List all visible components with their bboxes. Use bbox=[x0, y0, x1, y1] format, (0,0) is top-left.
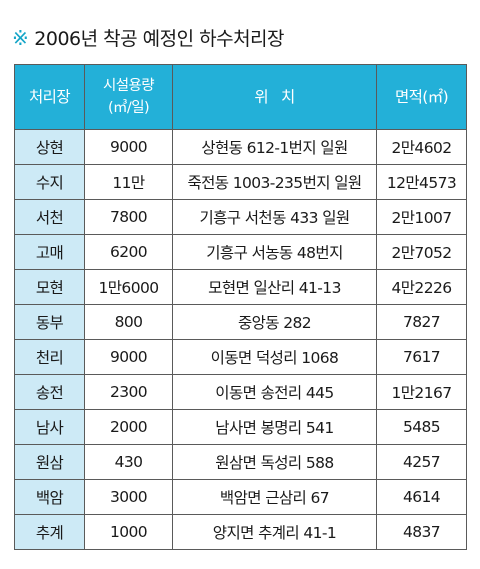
table-row: 고매 6200 기흥구 서농동 48번지 2만7052 bbox=[14, 234, 467, 270]
cell-name: 서천 bbox=[14, 199, 85, 235]
cell-capacity: 800 bbox=[84, 304, 173, 340]
cell-location: 모현면 일산리 41-13 bbox=[172, 269, 377, 305]
cell-location: 기흥구 서농동 48번지 bbox=[172, 234, 377, 270]
header-capacity-label: 시설용량 bbox=[103, 78, 155, 94]
cell-location: 이동면 송전리 445 bbox=[172, 374, 377, 410]
cell-area: 4만2226 bbox=[376, 269, 467, 305]
cell-capacity: 2300 bbox=[84, 374, 173, 410]
cell-location: 남사면 봉명리 541 bbox=[172, 409, 377, 445]
cell-location: 양지면 추계리 41-1 bbox=[172, 514, 377, 550]
cell-capacity: 7800 bbox=[84, 199, 173, 235]
cell-capacity: 3000 bbox=[84, 479, 173, 515]
cell-name: 백암 bbox=[14, 479, 85, 515]
cell-location: 이동면 덕성리 1068 bbox=[172, 339, 377, 375]
page-title: ※ 2006년 착공 예정인 하수처리장 bbox=[12, 24, 285, 51]
cell-name: 동부 bbox=[14, 304, 85, 340]
cell-area: 2만4602 bbox=[376, 129, 467, 165]
cell-area: 4837 bbox=[376, 514, 467, 550]
header-row: 처리장 시설용량 (㎥/일) 위 치 면적(㎡) bbox=[14, 64, 467, 130]
cell-location: 원삼면 독성리 588 bbox=[172, 444, 377, 480]
cell-capacity: 9000 bbox=[84, 339, 173, 375]
cell-name: 추계 bbox=[14, 514, 85, 550]
table-row: 백암 3000 백암면 근삼리 67 4614 bbox=[14, 479, 467, 515]
cell-area: 4614 bbox=[376, 479, 467, 515]
cell-name: 원삼 bbox=[14, 444, 85, 480]
table-row: 송전 2300 이동면 송전리 445 1만2167 bbox=[14, 374, 467, 410]
cell-name: 남사 bbox=[14, 409, 85, 445]
header-location: 위 치 bbox=[172, 64, 377, 130]
cell-name: 송전 bbox=[14, 374, 85, 410]
header-area: 면적(㎡) bbox=[376, 64, 467, 130]
header-capacity: 시설용량 (㎥/일) bbox=[84, 64, 173, 130]
cell-capacity: 9000 bbox=[84, 129, 173, 165]
table-row: 남사 2000 남사면 봉명리 541 5485 bbox=[14, 409, 467, 445]
table-row: 동부 800 중앙동 282 7827 bbox=[14, 304, 467, 340]
cell-area: 5485 bbox=[376, 409, 467, 445]
cell-capacity: 11만 bbox=[84, 164, 173, 200]
cell-location: 중앙동 282 bbox=[172, 304, 377, 340]
table-row: 상현 9000 상현동 612-1번지 일원 2만4602 bbox=[14, 129, 467, 165]
cell-name: 고매 bbox=[14, 234, 85, 270]
header-capacity-unit: (㎥/일) bbox=[107, 100, 150, 116]
cell-area: 1만2167 bbox=[376, 374, 467, 410]
reference-mark-icon: ※ bbox=[12, 25, 29, 50]
cell-area: 12만4573 bbox=[376, 164, 467, 200]
cell-area: 2만1007 bbox=[376, 199, 467, 235]
cell-name: 천리 bbox=[14, 339, 85, 375]
cell-location: 상현동 612-1번지 일원 bbox=[172, 129, 377, 165]
cell-location: 백암면 근삼리 67 bbox=[172, 479, 377, 515]
table-row: 수지 11만 죽전동 1003-235번지 일원 12만4573 bbox=[14, 164, 467, 200]
cell-location: 기흥구 서천동 433 일원 bbox=[172, 199, 377, 235]
cell-name: 모현 bbox=[14, 269, 85, 305]
cell-capacity: 430 bbox=[84, 444, 173, 480]
cell-area: 7827 bbox=[376, 304, 467, 340]
cell-area: 7617 bbox=[376, 339, 467, 375]
table-row: 모현 1만6000 모현면 일산리 41-13 4만2226 bbox=[14, 269, 467, 305]
cell-area: 2만7052 bbox=[376, 234, 467, 270]
cell-capacity: 1000 bbox=[84, 514, 173, 550]
table-row: 추계 1000 양지면 추계리 41-1 4837 bbox=[14, 514, 467, 550]
cell-capacity: 2000 bbox=[84, 409, 173, 445]
cell-location: 죽전동 1003-235번지 일원 bbox=[172, 164, 377, 200]
table-row: 서천 7800 기흥구 서천동 433 일원 2만1007 bbox=[14, 199, 467, 235]
header-name: 처리장 bbox=[14, 64, 85, 130]
title-text: 2006년 착공 예정인 하수처리장 bbox=[34, 28, 285, 50]
treatment-plant-table: 처리장 시설용량 (㎥/일) 위 치 면적(㎡) 상현 9000 상현동 612… bbox=[14, 64, 467, 550]
table-row: 천리 9000 이동면 덕성리 1068 7617 bbox=[14, 339, 467, 375]
cell-name: 상현 bbox=[14, 129, 85, 165]
cell-name: 수지 bbox=[14, 164, 85, 200]
cell-capacity: 1만6000 bbox=[84, 269, 173, 305]
table-row: 원삼 430 원삼면 독성리 588 4257 bbox=[14, 444, 467, 480]
cell-area: 4257 bbox=[376, 444, 467, 480]
cell-capacity: 6200 bbox=[84, 234, 173, 270]
